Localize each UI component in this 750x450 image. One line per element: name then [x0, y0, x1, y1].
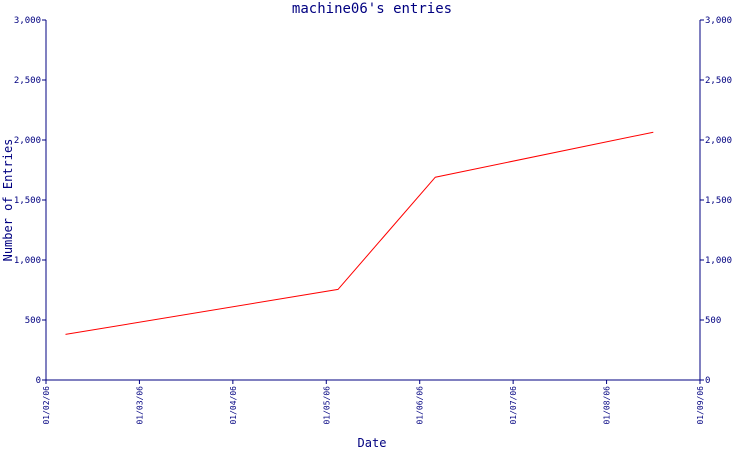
x-tick-label: 01/08/06: [603, 386, 612, 425]
x-tick-label: 01/02/06: [42, 386, 51, 425]
x-tick-label: 01/09/06: [696, 386, 705, 425]
y-tick-label-left: 500: [25, 316, 41, 326]
x-tick-label: 01/04/06: [229, 386, 238, 425]
x-tick-label: 01/07/06: [509, 386, 518, 425]
series-line-0: [65, 131, 654, 335]
y-tick-label-right: 1,500: [705, 196, 732, 206]
y-tick-label-left: 1,000: [14, 256, 41, 266]
series-layer: [65, 131, 654, 335]
x-axis-title: Date: [358, 436, 387, 450]
x-tick-label: 01/03/06: [135, 386, 144, 425]
axes: [42, 19, 704, 384]
x-tick-label: 01/05/06: [322, 386, 331, 425]
y-tick-label-right: 0: [705, 376, 710, 386]
y-tick-label-left: 3,000: [14, 16, 41, 26]
y-tick-label-right: 3,000: [705, 16, 732, 26]
y-tick-label-right: 500: [705, 316, 721, 326]
tick-labels: 0 0 500 500 1,000 1,000 1,500 1,500 2,000 2,000 2,…: [14, 16, 732, 425]
y-tick-label-right: 2,500: [705, 76, 732, 86]
chart-title: machine06's entries: [292, 1, 452, 17]
y-tick-label-right: 2,000: [705, 136, 732, 146]
y-axis-title: Number of Entries: [1, 139, 15, 262]
y-tick-label-left: 2,000: [14, 136, 41, 146]
x-tick-label: 01/06/06: [416, 386, 425, 425]
y-tick-label-right: 1,000: [705, 256, 732, 266]
y-tick-label-left: 0: [36, 376, 41, 386]
y-tick-label-left: 2,500: [14, 76, 41, 86]
y-tick-label-left: 1,500: [14, 196, 41, 206]
